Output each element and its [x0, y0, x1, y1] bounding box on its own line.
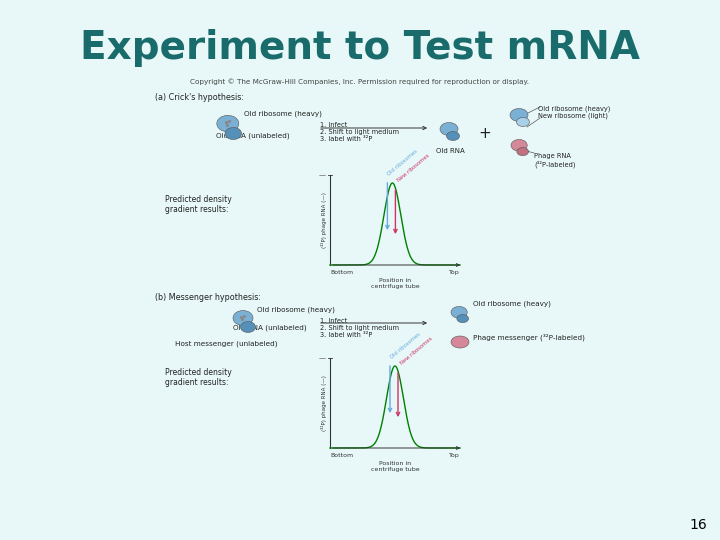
- Text: 1. Infect
2. Shift to light medium
3. label with ³²P: 1. Infect 2. Shift to light medium 3. la…: [320, 318, 399, 338]
- Text: (³²P) phage RNA (—): (³²P) phage RNA (—): [321, 192, 327, 248]
- Text: Predicted density
gradient results:: Predicted density gradient results:: [165, 368, 232, 387]
- Text: —: —: [319, 355, 326, 361]
- Text: Position in
centrifuge tube: Position in centrifuge tube: [371, 461, 419, 472]
- Ellipse shape: [446, 132, 459, 140]
- Text: Bottom: Bottom: [330, 270, 353, 275]
- Ellipse shape: [233, 310, 253, 326]
- Text: Old ribosome (heavy): Old ribosome (heavy): [473, 301, 551, 307]
- Text: —: —: [319, 172, 326, 178]
- Text: Old RNA (unlabeled): Old RNA (unlabeled): [233, 325, 307, 331]
- Text: 16: 16: [689, 518, 707, 532]
- Text: Position in
centrifuge tube: Position in centrifuge tube: [371, 278, 419, 289]
- Ellipse shape: [225, 127, 241, 139]
- Ellipse shape: [217, 116, 239, 132]
- Ellipse shape: [451, 307, 467, 318]
- Ellipse shape: [451, 336, 469, 348]
- Text: +: +: [479, 125, 491, 140]
- Text: (b) Messenger hypothesis:: (b) Messenger hypothesis:: [155, 293, 261, 302]
- Ellipse shape: [516, 118, 529, 126]
- Text: Bottom: Bottom: [330, 453, 353, 458]
- Text: 1. Infect
2. Shift to light medium
3. label with ³²P: 1. Infect 2. Shift to light medium 3. la…: [320, 122, 399, 142]
- Text: Predicted density
gradient results:: Predicted density gradient results:: [165, 195, 232, 214]
- Text: (a) Crick's hypothesis:: (a) Crick's hypothesis:: [155, 93, 244, 102]
- Text: Top: Top: [449, 270, 460, 275]
- Text: Old ribosomes: Old ribosomes: [387, 149, 418, 177]
- Text: Top: Top: [449, 453, 460, 458]
- Text: Old ribosome (heavy)
New ribosome (light): Old ribosome (heavy) New ribosome (light…: [538, 105, 611, 119]
- Text: Phage messenger (³²P-labeled): Phage messenger (³²P-labeled): [473, 333, 585, 341]
- Ellipse shape: [240, 321, 256, 333]
- Text: Old RNA: Old RNA: [436, 148, 464, 154]
- Text: Copyright © The McGraw-Hill Companies, Inc. Permission required for reproduction: Copyright © The McGraw-Hill Companies, I…: [191, 79, 529, 85]
- Ellipse shape: [511, 139, 527, 151]
- Ellipse shape: [517, 147, 528, 156]
- Ellipse shape: [457, 314, 469, 323]
- Text: Experiment to Test mRNA: Experiment to Test mRNA: [80, 29, 640, 67]
- Text: Old RNA (unlabeled): Old RNA (unlabeled): [216, 133, 289, 139]
- Text: Old ribosome (heavy): Old ribosome (heavy): [257, 307, 335, 313]
- Text: Old ribosomes: Old ribosomes: [389, 332, 421, 360]
- Text: New ribosomes: New ribosomes: [397, 153, 431, 183]
- Text: Old ribosome (heavy): Old ribosome (heavy): [244, 111, 322, 117]
- Ellipse shape: [510, 109, 528, 122]
- Text: Phage RNA
(³²P-labeled): Phage RNA (³²P-labeled): [534, 153, 575, 168]
- Ellipse shape: [440, 123, 458, 136]
- Text: (³²P) phage RNA (—): (³²P) phage RNA (—): [321, 375, 327, 431]
- Text: Host messenger (unlabeled): Host messenger (unlabeled): [175, 341, 277, 347]
- Text: New ribosomes: New ribosomes: [399, 336, 433, 366]
